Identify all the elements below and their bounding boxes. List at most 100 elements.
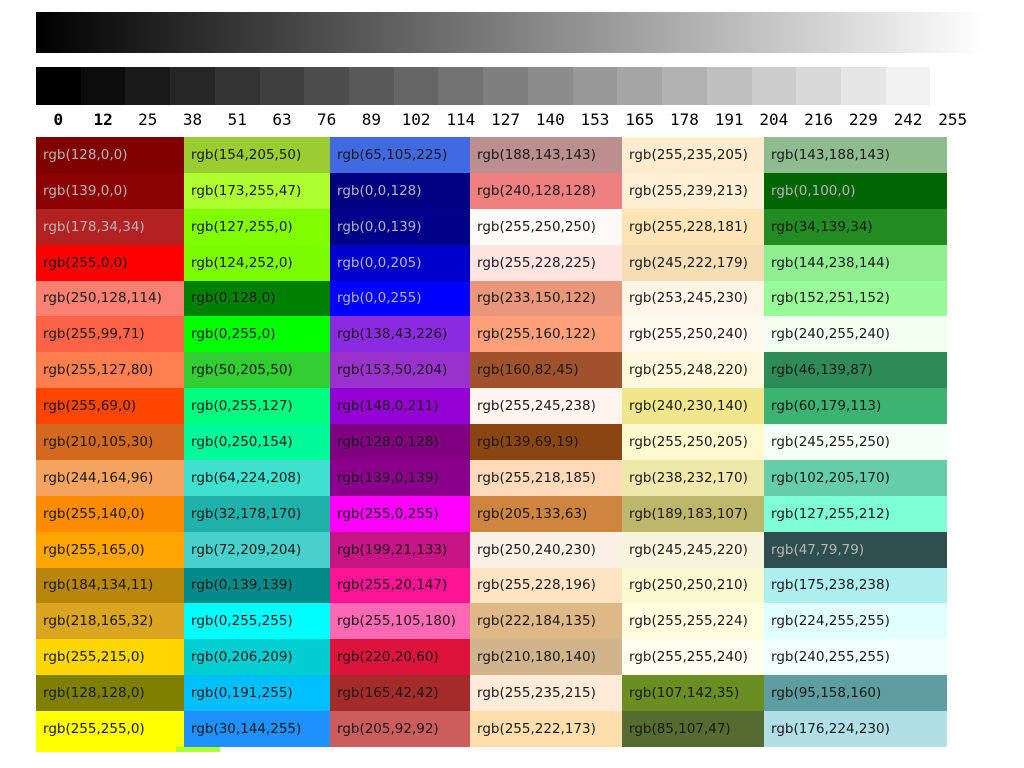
color-swatch: rgb(255,0,0) bbox=[36, 244, 184, 281]
swatch-label: rgb(0,0,255) bbox=[337, 290, 422, 307]
swatch-label: rgb(224,255,255) bbox=[771, 613, 890, 630]
color-swatch: rgb(64,224,208) bbox=[184, 459, 330, 496]
swatch-label: rgb(255,255,240) bbox=[629, 649, 748, 666]
swatch-label: rgb(128,128,0) bbox=[43, 685, 145, 702]
swatch-label: rgb(47,79,79) bbox=[771, 541, 865, 558]
color-swatch: rgb(128,128,0) bbox=[36, 675, 184, 711]
color-swatch: rgb(240,255,240) bbox=[764, 316, 947, 353]
swatch-label: rgb(240,255,240) bbox=[771, 326, 890, 343]
swatch-label: rgb(255,235,205) bbox=[629, 146, 748, 163]
color-swatch: rgb(144,238,144) bbox=[764, 244, 947, 281]
color-swatch: rgb(233,150,122) bbox=[470, 280, 622, 317]
color-swatch: rgb(255,250,250) bbox=[470, 208, 622, 245]
swatch-label: rgb(184,134,11) bbox=[43, 577, 154, 594]
swatch-label: rgb(255,255,0) bbox=[43, 720, 145, 737]
step-label: 191 bbox=[714, 110, 744, 129]
grayscale-step-labels: 0 12 25 38 51 63 76 89 102 114 127 140 153 165 178 191 2… bbox=[36, 108, 975, 132]
swatch-label: rgb(107,142,35) bbox=[629, 685, 740, 702]
color-swatch: rgb(240,230,140) bbox=[622, 388, 764, 424]
color-swatch: rgb(128,0,0) bbox=[36, 137, 184, 173]
color-swatch: rgb(255,255,0) bbox=[36, 711, 184, 747]
gray-step bbox=[617, 67, 663, 105]
swatch-label: rgb(238,232,170) bbox=[629, 469, 748, 486]
color-swatch: rgb(160,82,45) bbox=[470, 352, 622, 389]
color-swatch: rgb(255,20,147) bbox=[330, 567, 470, 604]
swatch-label: rgb(255,127,80) bbox=[43, 362, 154, 379]
color-swatch: rgb(238,232,170) bbox=[622, 459, 764, 496]
color-swatch: rgb(255,228,225) bbox=[470, 244, 622, 281]
swatch-label: rgb(0,100,0) bbox=[771, 182, 856, 199]
color-swatch: rgb(0,0,205) bbox=[330, 244, 470, 281]
color-swatch: rgb(173,255,47) bbox=[184, 172, 330, 209]
swatch-label: rgb(255,20,147) bbox=[337, 577, 448, 594]
gray-step bbox=[393, 67, 439, 105]
swatch-label: rgb(0,139,139) bbox=[191, 577, 293, 594]
color-swatch: rgb(139,69,19) bbox=[470, 424, 622, 460]
swatch-label: rgb(139,0,139) bbox=[337, 469, 439, 486]
color-swatch: rgb(127,255,0) bbox=[184, 208, 330, 245]
gray-step bbox=[36, 67, 81, 105]
swatch-label: rgb(0,255,255) bbox=[191, 613, 293, 630]
color-swatch: rgb(255,140,0) bbox=[36, 495, 184, 532]
swatch-label: rgb(255,140,0) bbox=[43, 505, 145, 522]
swatch-label: rgb(72,209,204) bbox=[191, 541, 302, 558]
partial-color-swatch bbox=[176, 747, 220, 752]
swatch-label: rgb(188,143,143) bbox=[477, 146, 596, 163]
color-swatch: rgb(47,79,79) bbox=[764, 531, 947, 568]
swatch-label: rgb(253,245,230) bbox=[629, 290, 748, 307]
gray-step bbox=[483, 67, 528, 105]
swatch-label: rgb(0,0,139) bbox=[337, 218, 422, 235]
swatch-label: rgb(65,105,225) bbox=[337, 146, 448, 163]
color-swatch: rgb(153,50,204) bbox=[330, 352, 470, 389]
swatch-label: rgb(255,69,0) bbox=[43, 398, 137, 415]
swatch-label: rgb(244,164,96) bbox=[43, 469, 154, 486]
color-swatch: rgb(255,250,205) bbox=[622, 424, 764, 460]
swatch-label: rgb(255,250,205) bbox=[629, 433, 748, 450]
color-swatch: rgb(218,165,32) bbox=[36, 603, 184, 640]
color-swatch: rgb(250,250,210) bbox=[622, 567, 764, 604]
swatch-label: rgb(255,255,224) bbox=[629, 613, 748, 630]
color-swatch: rgb(222,184,135) bbox=[470, 603, 622, 640]
color-swatch: rgb(255,0,255) bbox=[330, 495, 470, 532]
color-swatch: rgb(255,239,213) bbox=[622, 172, 764, 209]
color-swatch: rgb(188,143,143) bbox=[470, 137, 622, 173]
color-swatch: rgb(178,34,34) bbox=[36, 208, 184, 245]
color-swatch: rgb(255,255,240) bbox=[622, 639, 764, 676]
swatch-label: rgb(250,250,210) bbox=[629, 577, 748, 594]
color-swatch: rgb(224,255,255) bbox=[764, 603, 947, 640]
color-swatch: rgb(0,128,0) bbox=[184, 280, 330, 317]
gray-step bbox=[796, 67, 841, 105]
swatch-label: rgb(245,255,250) bbox=[771, 433, 890, 450]
swatch-label: rgb(240,255,255) bbox=[771, 649, 890, 666]
gray-step bbox=[125, 67, 171, 105]
swatch-label: rgb(64,224,208) bbox=[191, 469, 302, 486]
swatch-label: rgb(255,218,185) bbox=[477, 469, 596, 486]
color-swatch: rgb(255,218,185) bbox=[470, 459, 622, 496]
swatch-label: rgb(160,82,45) bbox=[477, 362, 579, 379]
swatch-label: rgb(255,0,255) bbox=[337, 505, 439, 522]
color-swatch: rgb(199,21,133) bbox=[330, 531, 470, 568]
swatch-label: rgb(255,228,196) bbox=[477, 577, 596, 594]
color-swatch: rgb(255,222,173) bbox=[470, 711, 622, 747]
color-swatch: rgb(255,245,238) bbox=[470, 388, 622, 424]
color-swatch: rgb(245,222,179) bbox=[622, 244, 764, 281]
swatch-label: rgb(255,250,250) bbox=[477, 218, 596, 235]
color-swatch: rgb(255,235,205) bbox=[622, 137, 764, 173]
step-label: 165 bbox=[625, 110, 655, 129]
color-swatch: rgb(245,245,220) bbox=[622, 531, 764, 568]
gray-step bbox=[259, 67, 305, 105]
color-swatch: rgb(60,179,113) bbox=[764, 388, 947, 424]
color-swatch: rgb(176,224,230) bbox=[764, 711, 947, 747]
step-label: 178 bbox=[669, 110, 699, 129]
step-label: 140 bbox=[535, 110, 565, 129]
color-swatch: rgb(250,240,230) bbox=[470, 531, 622, 568]
color-swatch: rgb(0,0,128) bbox=[330, 172, 470, 209]
color-swatch: rgb(255,127,80) bbox=[36, 352, 184, 389]
swatch-label: rgb(85,107,47) bbox=[629, 720, 731, 737]
color-swatch: rgb(210,180,140) bbox=[470, 639, 622, 676]
gray-step bbox=[572, 67, 618, 105]
swatch-label: rgb(220,20,60) bbox=[337, 649, 439, 666]
swatch-label: rgb(255,160,122) bbox=[477, 326, 596, 343]
swatch-label: rgb(218,165,32) bbox=[43, 613, 154, 630]
color-swatch: rgb(0,206,209) bbox=[184, 639, 330, 676]
